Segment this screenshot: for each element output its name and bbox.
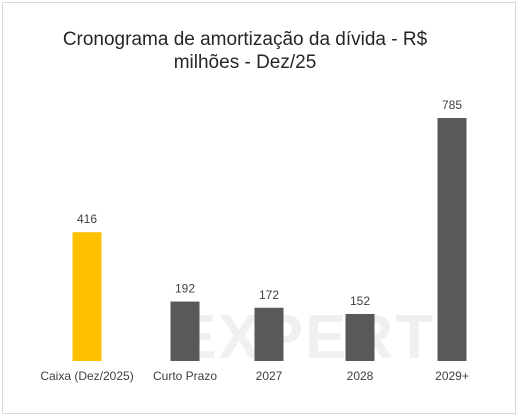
x-tick-label-4: 2029+ <box>435 369 469 383</box>
x-tick-label-2: 2027 <box>256 369 283 383</box>
data-label-0: 416 <box>77 212 97 226</box>
bar-3 <box>345 313 375 361</box>
watermark-logo: EXPERT <box>175 303 435 372</box>
data-label-3: 152 <box>350 294 370 308</box>
x-tick-label-3: 2028 <box>347 369 374 383</box>
x-tick-label-0: Caixa (Dez/2025) <box>40 369 133 383</box>
data-label-1: 192 <box>175 282 195 296</box>
bar-2 <box>254 307 284 361</box>
chart-title-line-2: milhões - Dez/25 <box>173 52 317 73</box>
data-label-2: 172 <box>259 288 279 302</box>
bars-group: 416 Caixa (Dez/2025) 192 Curto Prazo 172 2027… <box>40 98 469 383</box>
data-label-4: 785 <box>442 98 462 112</box>
bar-4 <box>437 118 467 361</box>
bar-0 <box>72 232 102 361</box>
bar-1 <box>170 301 200 361</box>
x-tick-label-1: Curto Prazo <box>153 369 217 383</box>
chart-title-line-1: Cronograma de amortização da dívida - R$ <box>62 29 428 50</box>
